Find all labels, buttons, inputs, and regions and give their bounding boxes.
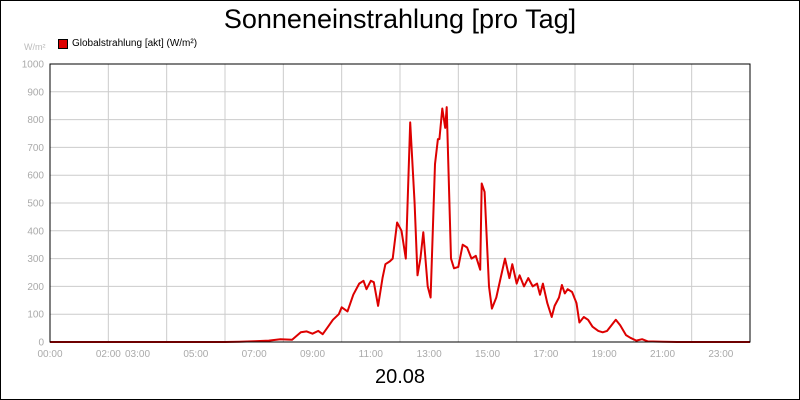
x-tick-label: 05:00 bbox=[183, 349, 208, 360]
y-tick-label: 300 bbox=[27, 254, 44, 265]
x-axis-date-label: 20.08 bbox=[374, 366, 426, 388]
y-tick-label: 200 bbox=[27, 282, 44, 293]
x-tick-label: 21:00 bbox=[650, 349, 675, 360]
series-line bbox=[50, 106, 750, 343]
y-tick-label: 900 bbox=[27, 87, 44, 98]
plot-border bbox=[49, 63, 751, 343]
y-tick-label: 100 bbox=[27, 310, 44, 321]
y-axis-unit: W/m² bbox=[24, 42, 46, 52]
x-tick-label: 15:00 bbox=[475, 349, 500, 360]
x-tick-label: 13:00 bbox=[417, 349, 442, 360]
x-tick-label: 02:00 bbox=[96, 349, 121, 360]
y-tick-label: 700 bbox=[27, 143, 44, 154]
legend-label: Globalstrahlung [akt] (W/m²) bbox=[72, 38, 198, 49]
x-tick-label: 11:00 bbox=[359, 349, 384, 360]
x-tick-label: 19:00 bbox=[592, 349, 617, 360]
x-tick-label: 23:00 bbox=[708, 349, 733, 360]
y-tick-label: 600 bbox=[27, 171, 44, 182]
chart-title: Sonneneinstrahlung [pro Tag] bbox=[223, 4, 577, 34]
x-tick-label: 17:00 bbox=[533, 349, 558, 360]
y-tick-label: 0 bbox=[38, 338, 44, 349]
legend: Globalstrahlung [akt] (W/m²) bbox=[58, 38, 197, 50]
legend-swatch bbox=[58, 39, 68, 49]
y-tick-label: 500 bbox=[27, 199, 44, 210]
x-tick-label: 03:00 bbox=[125, 349, 150, 360]
y-tick-label: 1000 bbox=[22, 60, 45, 71]
x-tick-label: 09:00 bbox=[300, 349, 325, 360]
x-tick-label: 07:00 bbox=[242, 349, 267, 360]
y-tick-label: 800 bbox=[27, 115, 44, 126]
y-tick-label: 400 bbox=[27, 226, 44, 237]
x-tick-label: 00:00 bbox=[37, 349, 62, 360]
